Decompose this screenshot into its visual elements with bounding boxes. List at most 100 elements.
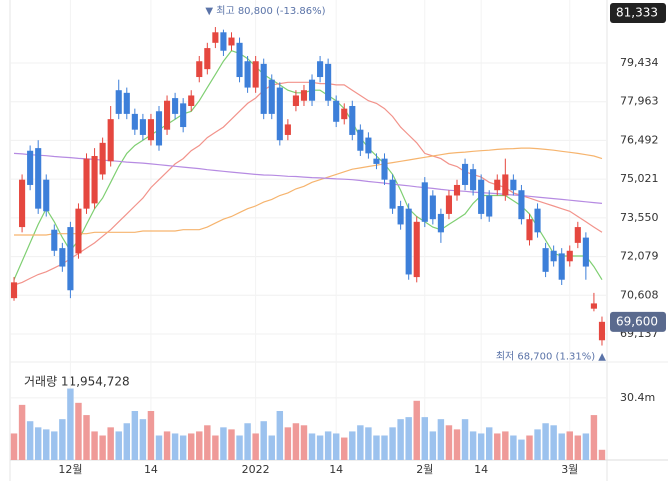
candle-body [518, 190, 525, 220]
volume-bar [550, 425, 557, 460]
x-tick-label: 12월 [58, 463, 82, 476]
volume-bar [598, 449, 606, 460]
volume-bar [187, 433, 195, 460]
volume-bar [357, 425, 364, 460]
y-tick-label: 70,608 [620, 288, 659, 301]
volume-bar [179, 435, 187, 460]
volume-bar [445, 425, 453, 460]
volume-bar [332, 433, 340, 460]
low-annotation: 최저 68,700 (1.31%) ▲ [496, 351, 606, 363]
volume-bar [308, 433, 316, 460]
volume-bar [268, 435, 275, 460]
x-tick-label: 14 [144, 463, 158, 476]
candle-body [325, 63, 332, 101]
candle-body [542, 248, 549, 272]
volume-bar [220, 427, 227, 460]
candle-body [51, 229, 58, 251]
y-tick-label: 79,434 [620, 56, 659, 69]
volume-bar [453, 429, 461, 460]
candle-body [308, 79, 316, 101]
candle-body [276, 87, 283, 141]
volume-bar [292, 423, 300, 460]
candle-body [574, 227, 581, 243]
candle-body [236, 42, 243, 78]
candle-body [107, 119, 114, 162]
volume-bar [260, 421, 267, 460]
volume-bar [10, 433, 18, 460]
candle-body [486, 195, 493, 217]
x-tick-label: 2022 [242, 463, 270, 476]
candle-body [590, 303, 597, 309]
candle-body [228, 37, 235, 46]
candle-body [268, 79, 275, 114]
candle-body [204, 48, 211, 70]
x-tick-label: 2월 [416, 463, 433, 476]
moving-average-line [13, 49, 603, 281]
candle-body [67, 227, 74, 291]
volume-bar [284, 427, 292, 460]
y-tick-label: 77,963 [620, 95, 659, 108]
volume-bar [526, 435, 533, 460]
candle-body [341, 108, 348, 120]
volume-bar [91, 431, 98, 460]
volume-bar [51, 431, 58, 460]
volume-bar [373, 435, 380, 460]
candle-body [131, 113, 138, 130]
volume-bar [252, 433, 259, 460]
volume-bar [429, 431, 437, 460]
current-price-tag: 69,600 [616, 314, 658, 328]
candle-body [27, 150, 34, 185]
candle-body [453, 184, 461, 196]
volume-bar [228, 429, 235, 460]
candle-body [534, 208, 541, 233]
candle-body [220, 32, 227, 51]
candle-body [526, 219, 533, 241]
candle-body [317, 61, 324, 78]
volume-bar [171, 433, 179, 460]
volume-bar [236, 435, 243, 460]
volume-bar [534, 429, 541, 460]
candle-body [83, 158, 90, 209]
volume-bar [590, 415, 598, 460]
candle-body [99, 142, 106, 175]
volume-bar [582, 433, 590, 460]
volume-bar [67, 388, 74, 460]
current-price-tag-box [610, 311, 666, 332]
volume-bar [300, 425, 308, 460]
candle-body [558, 253, 565, 280]
candle-body [397, 206, 404, 225]
candle-body [373, 158, 380, 164]
candle-body [478, 179, 485, 214]
high-annotation: ▼ 최고 80,800 (-13.86%) [205, 5, 325, 17]
volume-bar [510, 435, 517, 460]
volume-bar [43, 429, 50, 460]
volume-bar [421, 417, 429, 460]
volume-bar [204, 425, 211, 460]
volume-bar [99, 435, 106, 460]
volume-bar [397, 419, 404, 460]
candle-body [494, 179, 501, 191]
candle-body [139, 119, 146, 135]
candle-body [365, 137, 372, 154]
volume-bar [163, 431, 171, 460]
volume-bar [131, 410, 139, 460]
volume-bar [477, 433, 485, 460]
volume-bar [469, 431, 477, 460]
candle-body [566, 250, 573, 262]
volume-bar [196, 431, 203, 460]
volume-bar [212, 435, 219, 460]
volume-bar [349, 431, 356, 460]
volume-tick-label: 30.4m [620, 391, 655, 404]
volume-bar [147, 410, 155, 460]
volume-bar [316, 435, 324, 460]
candle-body [470, 169, 477, 191]
volume-bar [276, 410, 284, 460]
candle-body [188, 95, 195, 106]
volume-bar [494, 433, 501, 460]
candle-body [437, 213, 444, 233]
volume-bar [59, 419, 66, 460]
candle-body [196, 61, 203, 78]
candle-body [389, 179, 396, 209]
y-tick-label: 73,550 [620, 211, 659, 224]
